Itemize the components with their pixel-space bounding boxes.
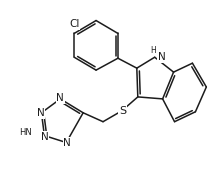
Text: N: N (40, 131, 48, 142)
Text: Cl: Cl (69, 19, 79, 30)
Text: HN: HN (19, 128, 32, 137)
Text: N: N (37, 108, 44, 118)
Text: H: H (150, 46, 155, 55)
Text: N: N (56, 93, 64, 103)
Text: N: N (158, 52, 166, 62)
Text: S: S (119, 106, 127, 116)
Text: N: N (63, 137, 71, 148)
